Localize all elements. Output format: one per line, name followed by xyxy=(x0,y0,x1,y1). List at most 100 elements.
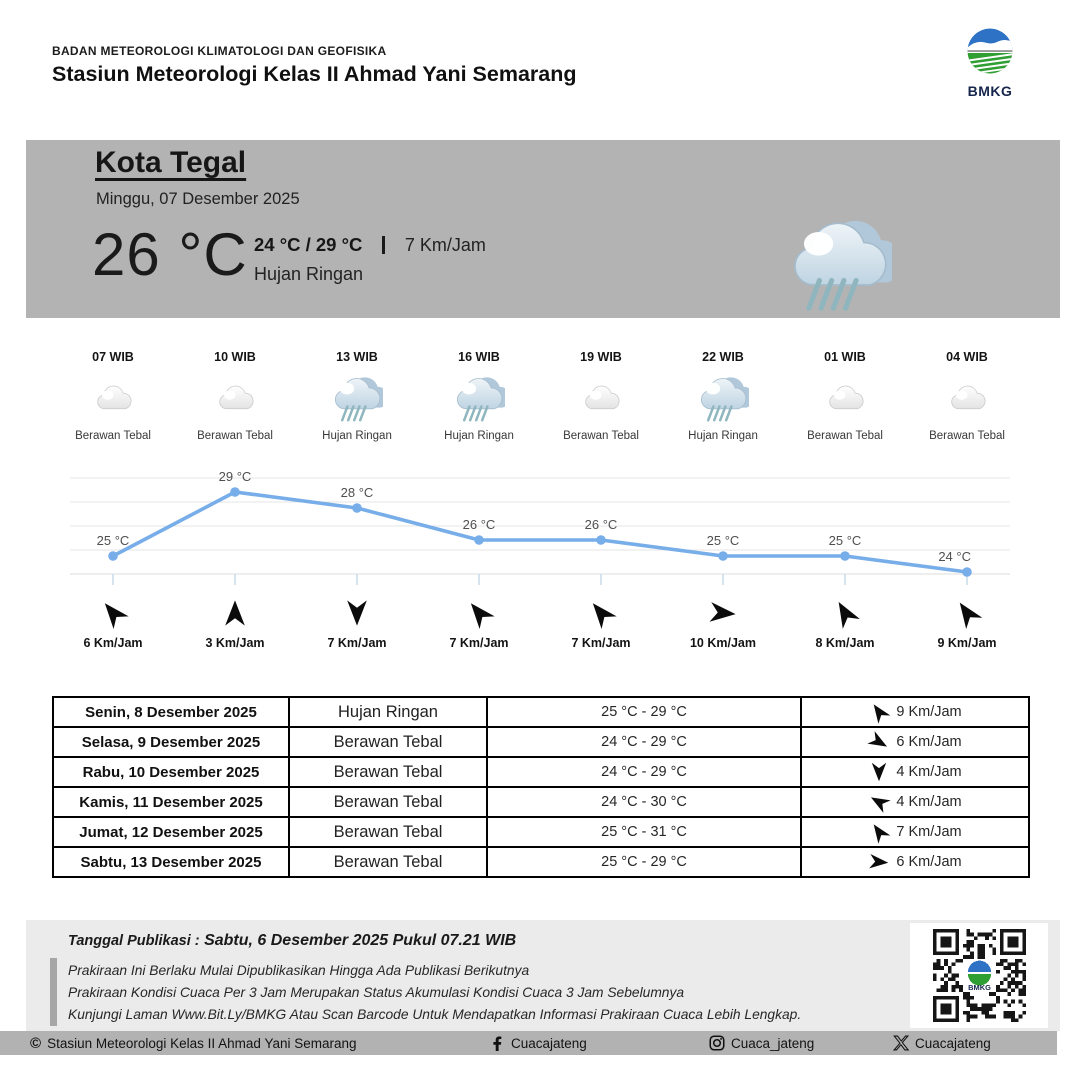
wind-speed: 9 Km/Jam xyxy=(937,636,997,650)
daily-wind-cell: 6 Km/Jam xyxy=(800,846,1030,878)
hourly-time: 19 WIB xyxy=(580,350,622,364)
current-date: Minggu, 07 Desember 2025 xyxy=(96,190,300,208)
hourly-cell: 01 WIB Berawan Tebal xyxy=(784,350,906,442)
facebook-icon xyxy=(493,1036,502,1051)
hourly-cell: 04 WIB Berawan Tebal xyxy=(906,350,1028,442)
copyright-text: Stasiun Meteorologi Kelas II Ahmad Yani … xyxy=(47,1035,357,1051)
daily-wind-speed: 7 Km/Jam xyxy=(896,824,962,840)
hujan-ringan-icon xyxy=(786,216,892,314)
hourly-condition: Berawan Tebal xyxy=(807,430,883,442)
bottom-bar: © Stasiun Meteorologi Kelas II Ahmad Yan… xyxy=(0,1031,1057,1055)
footer-notes: Prakiraan Ini Berlaku Mulai Dipublikasik… xyxy=(68,960,801,1026)
hourly-condition: Hujan Ringan xyxy=(444,430,514,442)
hourly-condition: Hujan Ringan xyxy=(688,430,758,442)
daily-temp-range: 24 °C - 29 °C xyxy=(486,756,802,788)
daily-temp-range: 25 °C - 29 °C xyxy=(486,846,802,878)
hourly-time: 04 WIB xyxy=(946,350,988,364)
city-title: Kota Tegal xyxy=(95,146,247,179)
daily-wind-speed: 6 Km/Jam xyxy=(896,734,962,750)
wind-direction-arrow-icon xyxy=(864,787,894,817)
daily-date: Rabu, 10 Desember 2025 xyxy=(52,756,290,788)
wind-direction-arrow-icon xyxy=(864,697,895,728)
berawan-tebal-icon xyxy=(92,381,134,417)
temperature-line xyxy=(111,490,969,574)
wind-direction-arrow-icon xyxy=(825,593,866,634)
wind-cell: 7 Km/Jam xyxy=(296,598,418,650)
temperature-point xyxy=(840,551,850,561)
current-condition: Hujan Ringan xyxy=(254,264,364,284)
instagram-icon xyxy=(709,1035,725,1051)
table-row: Kamis, 11 Desember 2025 Berawan Tebal 24 °… xyxy=(52,786,1030,818)
footer: Tanggal Publikasi : Sabtu, 6 Desember 20… xyxy=(26,920,1060,1031)
hourly-time: 22 WIB xyxy=(702,350,744,364)
daily-condition: Berawan Tebal xyxy=(288,816,488,848)
wind-speed: 7 Km/Jam xyxy=(327,636,387,650)
instagram-link[interactable]: Cuaca_jateng xyxy=(709,1031,814,1055)
hourly-cell: 10 WIB Berawan Tebal xyxy=(174,350,296,442)
wind-cell: 7 Km/Jam xyxy=(418,598,540,650)
divider xyxy=(382,236,385,254)
daily-forecast-table: Senin, 8 Desember 2025 Hujan Ringan 25 °C … xyxy=(52,696,1030,878)
table-row: Selasa, 9 Desember 2025 Berawan Tebal 24 °… xyxy=(52,726,1030,758)
wind-direction-arrow-icon xyxy=(220,598,250,628)
qr-box: BMKG xyxy=(910,923,1048,1028)
table-row: Jumat, 12 Desember 2025 Berawan Tebal 25 °… xyxy=(52,816,1030,848)
temperature-label: 25 °C xyxy=(707,533,740,548)
daily-condition: Berawan Tebal xyxy=(288,786,488,818)
qr-logo-text: BMKG xyxy=(968,983,991,992)
hourly-row: 07 WIB Berawan Tebal 10 WIB Berawan Tebal 13… xyxy=(52,350,1028,442)
hourly-condition: Berawan Tebal xyxy=(197,430,273,442)
daily-wind-speed: 4 Km/Jam xyxy=(896,764,962,780)
daily-table-body: Senin, 8 Desember 2025 Hujan Ringan 25 °C … xyxy=(52,696,1030,878)
wind-speed: 7 Km/Jam xyxy=(571,636,631,650)
hourly-cell: 13 WIB Hujan Ringan xyxy=(296,350,418,442)
daily-temp-range: 24 °C - 29 °C xyxy=(486,726,802,758)
copyright-group: © Stasiun Meteorologi Kelas II Ahmad Yan… xyxy=(30,1031,357,1055)
x-handle: Cuacajateng xyxy=(915,1035,991,1051)
temperature-label: 26 °C xyxy=(463,517,496,532)
x-icon xyxy=(892,1035,910,1051)
hourly-cell: 07 WIB Berawan Tebal xyxy=(52,350,174,442)
wind-speed: 8 Km/Jam xyxy=(815,636,875,650)
wind-direction-arrow-icon xyxy=(92,592,134,634)
temperature-point xyxy=(962,567,972,577)
daily-wind-cell: 9 Km/Jam xyxy=(800,696,1030,728)
instagram-handle: Cuaca_jateng xyxy=(731,1035,815,1051)
footer-note: Kunjungi Laman Www.Bit.Ly/BMKG Atau Scan… xyxy=(68,1007,802,1022)
daily-condition: Hujan Ringan xyxy=(288,696,488,728)
wind-direction-arrow-icon xyxy=(458,592,500,634)
hourly-time: 01 WIB xyxy=(824,350,866,364)
daily-wind-cell: 6 Km/Jam xyxy=(800,726,1030,758)
x-link[interactable]: Cuacajateng xyxy=(892,1031,991,1055)
hourly-cell: 22 WIB Hujan Ringan xyxy=(662,350,784,442)
daily-date: Selasa, 9 Desember 2025 xyxy=(52,726,290,758)
wind-cell: 6 Km/Jam xyxy=(52,598,174,650)
facebook-handle: Cuacajateng xyxy=(511,1035,587,1051)
daily-wind-cell: 4 Km/Jam xyxy=(800,756,1030,788)
daily-date: Sabtu, 13 Desember 2025 xyxy=(52,846,290,878)
temperature-label: 29 °C xyxy=(219,469,252,484)
hourly-condition: Hujan Ringan xyxy=(322,430,392,442)
daily-date: Senin, 8 Desember 2025 xyxy=(52,696,290,728)
wind-direction-arrow-icon xyxy=(868,761,890,783)
wind-direction-arrow-icon xyxy=(707,597,740,630)
daily-condition: Berawan Tebal xyxy=(288,846,488,878)
hourly-time: 13 WIB xyxy=(336,350,378,364)
temperature-label: 26 °C xyxy=(585,517,618,532)
berawan-tebal-icon xyxy=(580,381,622,417)
hourly-cell: 19 WIB Berawan Tebal xyxy=(540,350,662,442)
daily-wind-cell: 4 Km/Jam xyxy=(800,786,1030,818)
wind-direction-arrow-icon xyxy=(580,592,622,634)
wind-cell: 9 Km/Jam xyxy=(906,598,1028,650)
daily-wind-speed: 4 Km/Jam xyxy=(896,794,962,810)
temperature-point xyxy=(230,487,240,497)
hujan-ringan-icon xyxy=(697,375,749,423)
agency-name: BADAN METEOROLOGI KLIMATOLOGI DAN GEOFIS… xyxy=(52,44,387,58)
wind-speed: 7 Km/Jam xyxy=(449,636,509,650)
bmkg-logo-text: BMKG xyxy=(967,83,1013,99)
berawan-tebal-icon xyxy=(946,381,988,417)
footer-note: Prakiraan Ini Berlaku Mulai Dipublikasik… xyxy=(68,963,530,978)
berawan-tebal-icon xyxy=(214,381,256,417)
facebook-link[interactable]: Cuacajateng xyxy=(489,1031,587,1055)
temperature-label: 28 °C xyxy=(341,485,374,500)
